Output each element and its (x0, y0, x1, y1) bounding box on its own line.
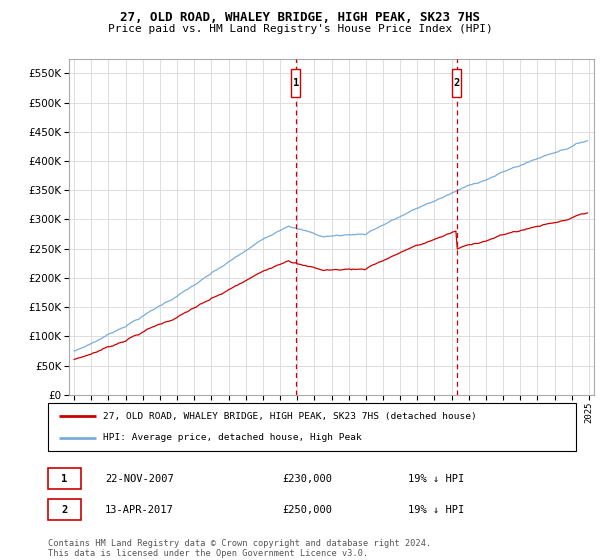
Text: Contains HM Land Registry data © Crown copyright and database right 2024.
This d: Contains HM Land Registry data © Crown c… (48, 539, 431, 558)
Text: 2: 2 (61, 505, 68, 515)
Text: 2: 2 (454, 78, 460, 88)
Text: 13-APR-2017: 13-APR-2017 (105, 505, 174, 515)
Text: 27, OLD ROAD, WHALEY BRIDGE, HIGH PEAK, SK23 7HS (detached house): 27, OLD ROAD, WHALEY BRIDGE, HIGH PEAK, … (103, 412, 477, 421)
Text: 22-NOV-2007: 22-NOV-2007 (105, 474, 174, 484)
Text: HPI: Average price, detached house, High Peak: HPI: Average price, detached house, High… (103, 433, 362, 442)
Text: 27, OLD ROAD, WHALEY BRIDGE, HIGH PEAK, SK23 7HS: 27, OLD ROAD, WHALEY BRIDGE, HIGH PEAK, … (120, 11, 480, 24)
Text: 19% ↓ HPI: 19% ↓ HPI (408, 505, 464, 515)
Text: Price paid vs. HM Land Registry's House Price Index (HPI): Price paid vs. HM Land Registry's House … (107, 24, 493, 34)
Text: £230,000: £230,000 (282, 474, 332, 484)
Text: 19% ↓ HPI: 19% ↓ HPI (408, 474, 464, 484)
Text: £250,000: £250,000 (282, 505, 332, 515)
Text: 1: 1 (293, 78, 299, 88)
Text: 1: 1 (61, 474, 68, 484)
FancyBboxPatch shape (452, 69, 461, 97)
FancyBboxPatch shape (48, 403, 576, 451)
FancyBboxPatch shape (291, 69, 301, 97)
